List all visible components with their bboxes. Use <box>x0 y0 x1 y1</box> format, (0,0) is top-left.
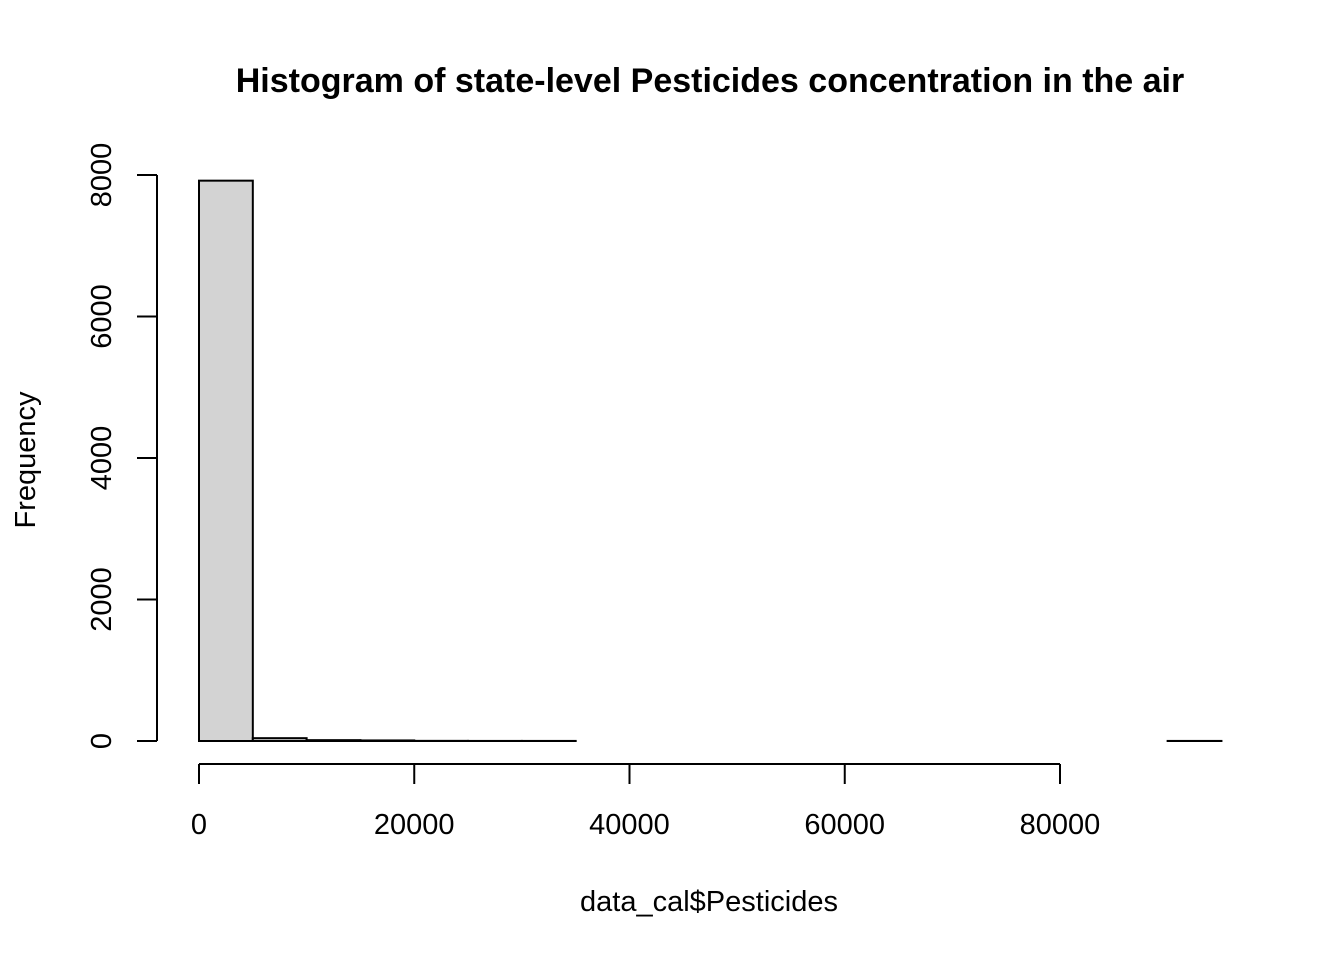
y-axis-label: Frequency <box>10 391 42 529</box>
histogram-bar-3 <box>359 739 416 743</box>
histogram-bar-2 <box>305 739 362 743</box>
histogram-bar-0 <box>198 179 254 743</box>
y-tick-label-3: 6000 <box>86 284 118 349</box>
x-tick-label-3: 60000 <box>804 809 885 841</box>
y-axis: 0 2000 4000 6000 8000 <box>86 143 158 749</box>
x-tick-label-4: 80000 <box>1020 809 1101 841</box>
x-tick-label-1: 20000 <box>374 809 455 841</box>
bars-group <box>198 179 1223 743</box>
x-axis-label: data_cal$Pesticides <box>580 886 838 918</box>
y-tick-label-4: 8000 <box>86 143 118 208</box>
y-tick-label-0: 0 <box>86 733 118 749</box>
chart-title: Histogram of state-level Pesticides conc… <box>236 62 1184 100</box>
x-axis: 0 20000 40000 60000 80000 <box>191 763 1101 841</box>
histogram-bar-1 <box>251 737 308 742</box>
x-tick-label-2: 40000 <box>589 809 670 841</box>
x-tick-label-0: 0 <box>191 809 207 841</box>
y-tick-label-2: 4000 <box>86 426 118 491</box>
y-tick-label-1: 2000 <box>86 567 118 632</box>
